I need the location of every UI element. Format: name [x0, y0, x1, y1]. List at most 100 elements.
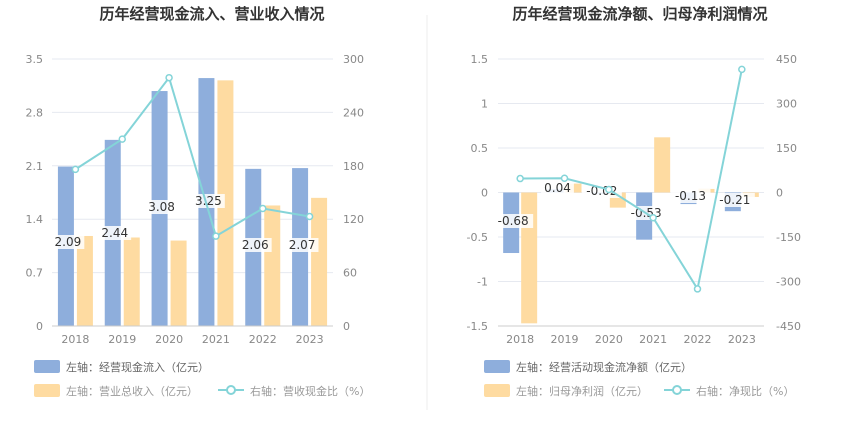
y-tick-label-left: 0.7	[26, 267, 44, 280]
bar-second-series	[311, 197, 328, 326]
y-tick-label-right: 0	[776, 187, 783, 200]
y-tick-label-right: 60	[343, 267, 357, 280]
bars	[503, 137, 759, 324]
legend-label: 左轴：归母净利润（亿元）	[516, 384, 648, 398]
data-label: 3.25	[195, 194, 222, 208]
legend-label: 左轴：经营现金流入（亿元）	[66, 360, 209, 374]
legend-swatch	[484, 360, 510, 373]
y-axis-right: -450 -300 -150 0 150 300 450	[776, 53, 801, 333]
data-label-bg	[145, 200, 178, 214]
y-tick-label-left: 0	[36, 320, 43, 333]
y-tick-label-left: -1	[477, 276, 488, 289]
data-label: 3.08	[148, 200, 175, 214]
ratio-point	[259, 204, 267, 213]
legend-item-net-ratio[interactable]: 右轴：净现比（%）	[664, 384, 794, 398]
bar-second-series	[170, 240, 187, 326]
data-label: -0.21	[719, 193, 750, 207]
x-tick-label: 2018	[61, 333, 89, 346]
data-label-bg	[51, 235, 85, 249]
y-tick-label-right: -150	[776, 231, 801, 244]
y-tick-label-right: 180	[343, 160, 364, 173]
bar-second-series	[123, 237, 140, 326]
ratio-point	[212, 232, 220, 240]
x-tick-label: 2023	[296, 333, 324, 346]
legend-item-net-profit[interactable]: 左轴：归母净利润（亿元）	[484, 384, 648, 398]
y-tick-label-right: 240	[343, 106, 364, 119]
y-tick-label-left: 0.5	[471, 142, 489, 155]
y-tick-label-right: 120	[343, 213, 364, 226]
data-label-bg	[98, 226, 132, 240]
x-tick-label: 2023	[728, 333, 756, 346]
ratio-line	[516, 65, 746, 293]
panel-cash-inflow-revenue: 历年经营现金流入、营业收入情况 0 0.7 1.4 2.1 2.8 3.5 0 60 120 1…	[26, 5, 371, 398]
ratio-point	[118, 135, 126, 143]
panel-net-cashflow-profit: 历年经营现金流净额、归母净利润情况 -1.5 -1 -0.5 0 0.5 1 1.5 -45…	[467, 5, 801, 398]
data-label-bg	[670, 189, 711, 203]
y-tick-label-right: 300	[343, 53, 364, 66]
legend-swatch-dot	[672, 385, 682, 395]
y-axis-left: -1.5 -1 -0.5 0 0.5 1 1.5	[467, 53, 488, 333]
legend-item-inflow[interactable]: 左轴：经营现金流入（亿元）	[34, 360, 209, 374]
y-tick-label-left: 0	[481, 187, 488, 200]
legend-label: 右轴：净现比（%）	[696, 384, 794, 398]
bar-second-series	[76, 235, 93, 326]
data-label-bg	[285, 238, 319, 252]
y-tick-label-left: 2.8	[26, 106, 44, 119]
ratio-point	[738, 65, 746, 74]
x-axis: 2018 2019 2020 2021 2022 2023	[52, 325, 333, 346]
ratio-point	[516, 174, 524, 183]
legend-item-revenue[interactable]: 左轴：营业总收入（亿元）	[34, 384, 198, 398]
legend-label: 左轴：营业总收入（亿元）	[66, 384, 198, 398]
chart-title: 历年经营现金流入、营业收入情况	[99, 5, 324, 23]
x-tick-label: 2019	[551, 333, 579, 346]
ratio-point	[71, 165, 80, 174]
chart-title: 历年经营现金流净额、归母净利润情况	[512, 5, 767, 23]
data-label: 2.09	[55, 235, 82, 249]
data-label: 2.44	[101, 226, 128, 240]
y-tick-label-left: 1.5	[471, 53, 489, 66]
y-tick-label-right: 150	[776, 142, 797, 155]
grid	[52, 58, 333, 327]
y-tick-label-right: 450	[776, 53, 797, 66]
x-tick-label: 2021	[202, 333, 230, 346]
ratio-line-path	[520, 69, 743, 292]
data-label-bg	[714, 193, 755, 207]
y-axis-right: 0 60 120 180 240 300	[343, 53, 364, 333]
ratio-point	[649, 213, 657, 222]
data-labels: -0.680.04 -0.02-0.53-0.13 -0.21	[493, 181, 755, 228]
legend-swatch-dot	[226, 385, 236, 395]
bar-second-series	[654, 137, 671, 193]
ratio-point	[560, 174, 569, 183]
ratio-point	[305, 212, 314, 221]
legend-swatch	[34, 360, 60, 373]
legend-swatch	[34, 384, 60, 397]
data-label-bg	[541, 181, 574, 195]
legend-swatch	[484, 384, 510, 397]
y-tick-label-left: -0.5	[467, 231, 488, 244]
x-tick-label: 2019	[108, 333, 136, 346]
ratio-point	[165, 73, 173, 82]
y-axis-left: 0 0.7 1.4 2.1 2.8 3.5	[26, 53, 44, 333]
legend-label: 右轴：营收现金比（%）	[250, 384, 370, 398]
data-labels: 2.09 2.44 3.08 3.25 2.06 2.07	[51, 194, 319, 252]
legend-item-ratio[interactable]: 右轴：营收现金比（%）	[218, 384, 370, 398]
data-label: 0.04	[544, 181, 571, 195]
y-tick-label-left: 3.5	[26, 53, 44, 66]
data-label: -0.13	[675, 189, 706, 203]
x-axis: 2018 2019 2020 2021 2022 2023	[498, 325, 764, 346]
y-tick-label-right: 300	[776, 98, 797, 111]
ratio-point	[605, 185, 613, 194]
x-tick-label: 2021	[639, 333, 667, 346]
data-label-bg	[493, 214, 534, 228]
legend: 左轴：经营现金流入（亿元） 左轴：营业总收入（亿元） 右轴：营收现金比（%）	[34, 360, 370, 398]
x-tick-label: 2018	[506, 333, 534, 346]
y-tick-label-right: -450	[776, 320, 801, 333]
x-tick-label: 2020	[155, 333, 183, 346]
legend-item-net-cashflow[interactable]: 左轴：经营活动现金流净额（亿元）	[484, 360, 692, 374]
ratio-line	[71, 73, 314, 240]
y-tick-label-left: 1	[481, 98, 488, 111]
x-tick-label: 2022	[684, 333, 712, 346]
y-tick-label-left: 2.1	[26, 160, 44, 173]
data-label-bg	[192, 194, 225, 208]
